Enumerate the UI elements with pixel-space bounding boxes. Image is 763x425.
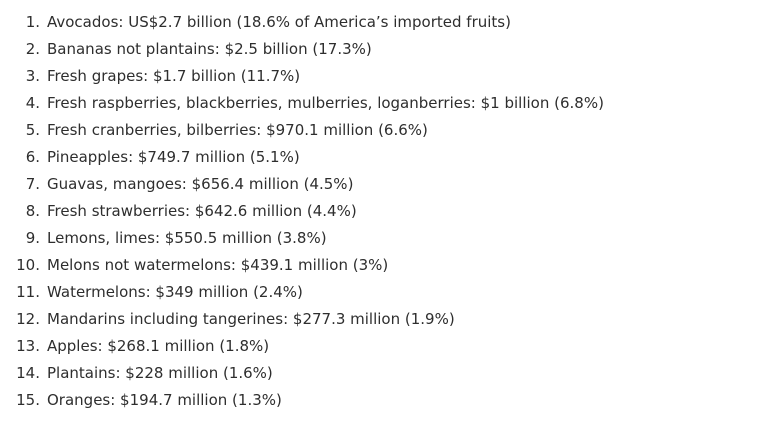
list-item-number: 5. [25,121,40,139]
list-item: 6. Pineapples: $749.7 million (5.1%) [10,144,753,171]
list-item-number: 9. [25,229,40,247]
list-item: 11. Watermelons: $349 million (2.4%) [10,279,753,306]
list-item-text: Avocados: US$2.7 billion (18.6% of Ameri… [47,13,511,31]
list-item-text: Fresh raspberries, blackberries, mulberr… [47,94,604,112]
list-item-number: 1. [25,13,40,31]
list-item-number: 10. [16,256,40,274]
list-item-text: Guavas, mangoes: $656.4 million (4.5%) [47,175,354,193]
list-item: 8. Fresh strawberries: $642.6 million (4… [10,198,753,225]
list-item: 9. Lemons, limes: $550.5 million (3.8%) [10,225,753,252]
list-item-text: Oranges: $194.7 million (1.3%) [47,391,282,409]
list-item-text: Lemons, limes: $550.5 million (3.8%) [47,229,327,247]
list-item-text: Plantains: $228 million (1.6%) [47,364,273,382]
list-item-number: 4. [25,94,40,112]
list-item-text: Pineapples: $749.7 million (5.1%) [47,148,300,166]
list-item: 3. Fresh grapes: $1.7 billion (11.7%) [10,63,753,90]
list-item-text: Mandarins including tangerines: $277.3 m… [47,310,455,328]
list-item-number: 2. [25,40,40,58]
list-item-text: Fresh grapes: $1.7 billion (11.7%) [47,67,301,85]
list-item: 10. Melons not watermelons: $439.1 milli… [10,252,753,279]
list-item-number: 3. [25,67,40,85]
list-item-text: Melons not watermelons: $439.1 million (… [47,256,389,274]
list-item-text: Watermelons: $349 million (2.4%) [47,283,303,301]
list-item-number: 14. [16,364,40,382]
list-item-number: 11. [16,283,40,301]
list-item: 12. Mandarins including tangerines: $277… [10,306,753,333]
list-item-text: Bananas not plantains: $2.5 billion (17.… [47,40,372,58]
list-item: 14. Plantains: $228 million (1.6%) [10,360,753,387]
list-item: 1. Avocados: US$2.7 billion (18.6% of Am… [10,9,753,36]
list-item-number: 6. [25,148,40,166]
list-item-text: Fresh cranberries, bilberries: $970.1 mi… [47,121,428,139]
list-item-number: 15. [16,391,40,409]
list-item: 4. Fresh raspberries, blackberries, mulb… [10,90,753,117]
list-item: 2. Bananas not plantains: $2.5 billion (… [10,36,753,63]
list-item: 15. Oranges: $194.7 million (1.3%) [10,387,753,414]
list-item-number: 13. [16,337,40,355]
list-item-number: 12. [16,310,40,328]
list-item-text: Fresh strawberries: $642.6 million (4.4%… [47,202,357,220]
list-item: 5. Fresh cranberries, bilberries: $970.1… [10,117,753,144]
list-item: 7. Guavas, mangoes: $656.4 million (4.5%… [10,171,753,198]
imported-fruits-list: 1. Avocados: US$2.7 billion (18.6% of Am… [10,9,753,414]
list-item: 13. Apples: $268.1 million (1.8%) [10,333,753,360]
list-item-number: 8. [25,202,40,220]
list-item-number: 7. [25,175,40,193]
list-item-text: Apples: $268.1 million (1.8%) [47,337,270,355]
